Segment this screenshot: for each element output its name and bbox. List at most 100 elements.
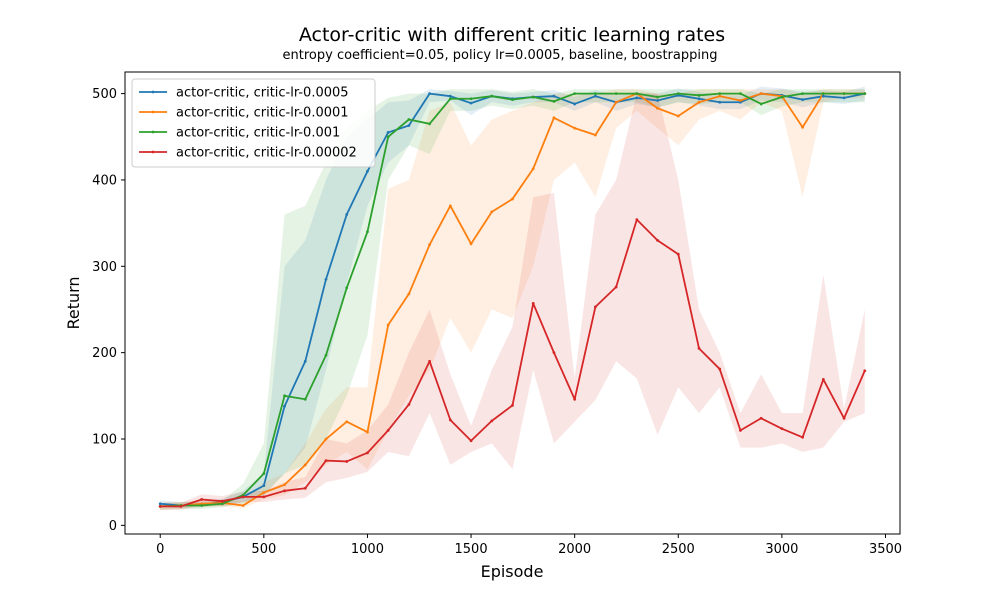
- x-tick-label: 2500: [662, 542, 695, 557]
- point-series-1: [718, 94, 722, 98]
- point-series-1: [283, 483, 286, 487]
- x-tick-label: 3000: [765, 542, 798, 557]
- legend-marker: [151, 150, 155, 154]
- point-series-1: [759, 92, 763, 95]
- point-series-3: [614, 285, 618, 289]
- point-series-2: [490, 94, 494, 98]
- point-series-2: [511, 98, 514, 102]
- point-series-3: [780, 427, 784, 431]
- point-series-2: [635, 92, 639, 95]
- x-tick-label: 500: [251, 542, 276, 557]
- point-series-3: [220, 499, 224, 503]
- legend-label: actor-critic, critic-lr-0.0005: [176, 86, 349, 101]
- band-series-0: [160, 86, 865, 509]
- point-series-3: [469, 439, 473, 443]
- point-series-2: [345, 286, 349, 290]
- point-series-3: [552, 351, 556, 355]
- point-series-2: [573, 92, 577, 95]
- point-series-0: [386, 131, 390, 134]
- legend-label: actor-critic, critic-lr-0.00002: [176, 146, 357, 161]
- point-series-0: [656, 99, 659, 102]
- plot-frame: [124, 71, 901, 535]
- point-series-3: [697, 346, 701, 350]
- legend-label: actor-critic, critic-lr-0.001: [176, 126, 340, 141]
- point-series-1: [262, 491, 266, 494]
- band-series-3: [160, 93, 865, 510]
- point-series-0: [573, 102, 577, 106]
- y-tick-label: 400: [92, 173, 117, 188]
- point-series-0: [821, 94, 825, 98]
- point-series-0: [283, 404, 286, 408]
- legend-marker: [151, 130, 155, 134]
- point-series-3: [531, 302, 535, 305]
- point-series-2: [531, 95, 535, 99]
- legend-marker: [151, 90, 155, 94]
- point-series-3: [801, 435, 805, 439]
- x-tick-label: 1000: [351, 542, 384, 557]
- x-tick-label: 2000: [558, 542, 591, 557]
- chart-title: Actor-critic with different critic learn…: [299, 24, 725, 46]
- point-series-2: [593, 92, 597, 95]
- point-series-0: [262, 484, 266, 488]
- y-tick-label: 500: [92, 87, 117, 102]
- point-series-0: [593, 94, 597, 98]
- x-tick-label: 3500: [869, 542, 902, 557]
- point-series-2: [366, 230, 369, 234]
- point-series-2: [697, 93, 701, 97]
- chart-subtitle: entropy coefficient=0.05, policy lr=0.00…: [283, 48, 718, 63]
- point-series-0: [448, 94, 452, 98]
- point-series-1: [469, 242, 473, 246]
- point-series-3: [842, 416, 846, 420]
- y-tick-label: 100: [92, 433, 117, 448]
- point-series-3: [821, 378, 825, 381]
- point-series-1: [448, 204, 452, 208]
- point-series-0: [345, 213, 349, 216]
- point-series-1: [552, 116, 556, 120]
- point-series-3: [676, 252, 680, 256]
- point-series-2: [780, 95, 784, 99]
- point-series-0: [635, 96, 639, 100]
- point-series-3: [863, 369, 867, 373]
- legend: actor-critic, critic-lr-0.0005 actor-crit…: [131, 78, 376, 168]
- point-series-1: [531, 167, 535, 171]
- point-series-3: [241, 495, 245, 499]
- band-series-1: [160, 89, 865, 510]
- point-series-0: [697, 97, 701, 101]
- legend-label: actor-critic, critic-lr-0.0001: [176, 106, 349, 121]
- point-series-0: [428, 92, 432, 95]
- point-series-1: [407, 292, 411, 296]
- x-tick-label: 0: [156, 542, 164, 557]
- point-series-1: [303, 463, 307, 467]
- point-series-3: [635, 218, 639, 222]
- point-series-3: [158, 504, 162, 508]
- point-series-2: [842, 92, 846, 95]
- confidence-bands: [160, 86, 865, 510]
- point-series-1: [490, 210, 494, 214]
- y-axis-ticks: 0 100 200 300 400 500: [92, 87, 125, 534]
- point-series-2: [428, 122, 432, 126]
- x-tick-label: 1500: [455, 542, 488, 557]
- legend-box: [131, 78, 376, 168]
- point-series-1: [739, 99, 742, 102]
- point-series-1: [366, 430, 369, 434]
- point-series-1: [614, 100, 618, 104]
- point-series-2: [386, 135, 390, 139]
- point-series-3: [759, 416, 763, 420]
- point-series-1: [511, 197, 514, 201]
- point-series-2: [303, 397, 307, 401]
- point-series-2: [220, 502, 224, 506]
- point-series-0: [324, 277, 328, 281]
- point-series-1: [324, 437, 328, 441]
- point-series-2: [676, 92, 680, 95]
- point-series-2: [656, 95, 659, 99]
- point-series-1: [428, 243, 432, 247]
- point-series-1: [801, 125, 805, 129]
- point-series-3: [324, 459, 328, 462]
- band-series-2: [160, 89, 865, 510]
- point-series-0: [158, 502, 162, 506]
- legend-marker: [151, 110, 155, 114]
- point-series-1: [573, 126, 577, 130]
- point-series-3: [179, 504, 183, 508]
